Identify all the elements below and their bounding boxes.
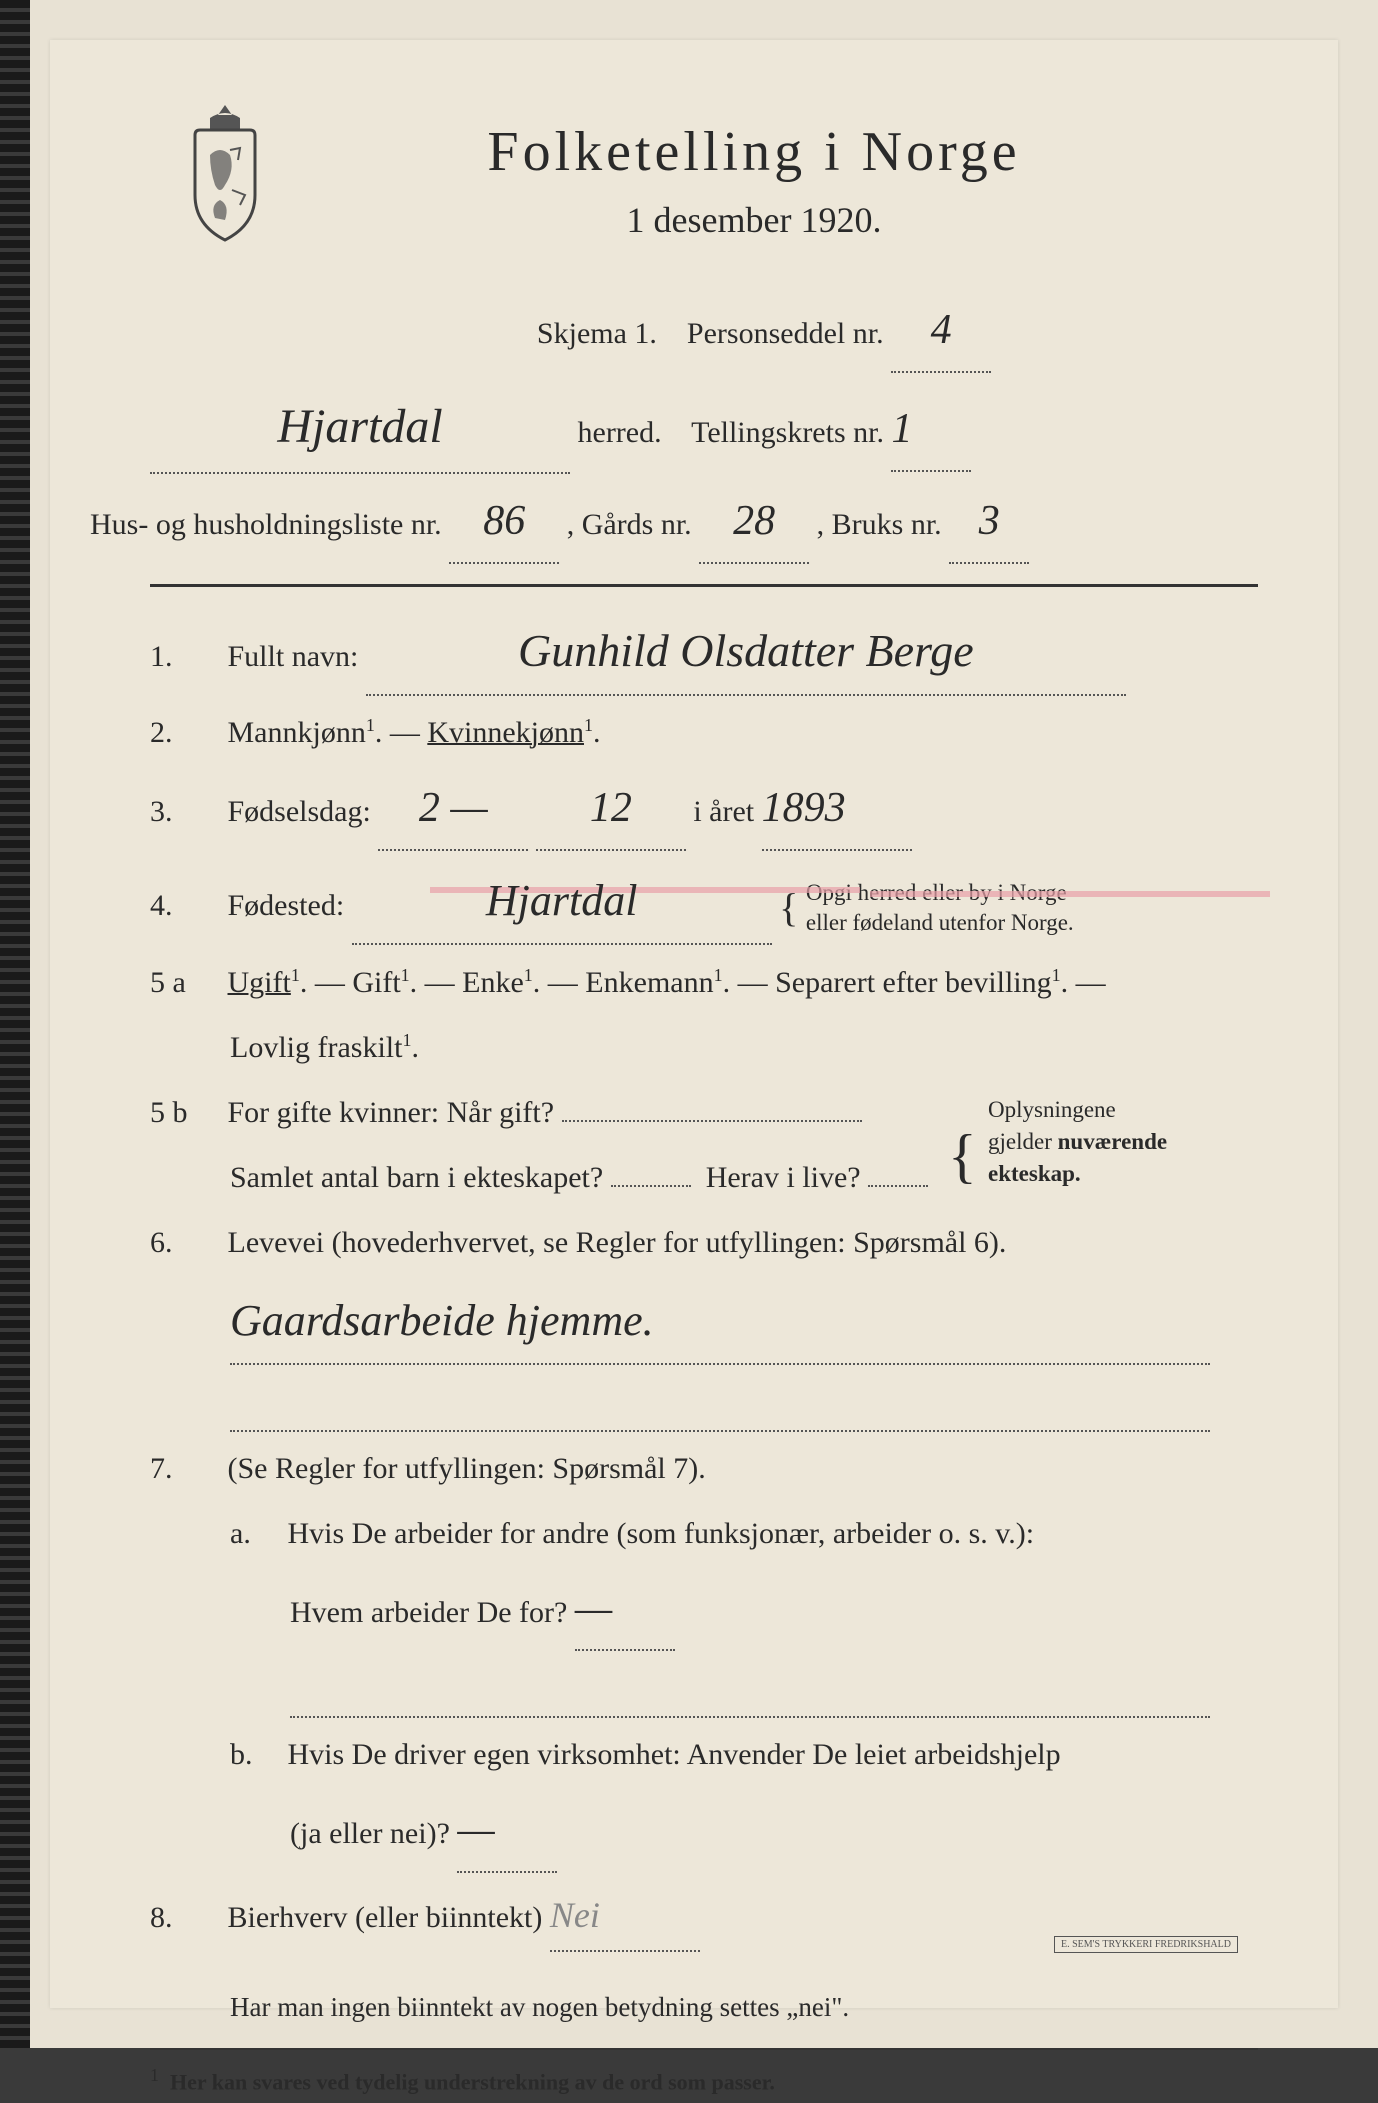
page-subtitle: 1 desember 1920. — [150, 199, 1258, 241]
document-page: Folketelling i Norge 1 desember 1920. Sk… — [0, 0, 1378, 2048]
meta-line-2: Hjartdal herred. Tellingskrets nr. 1 — [150, 381, 1258, 474]
header: Folketelling i Norge 1 desember 1920. — [150, 120, 1258, 241]
gards-label: , Gårds nr. — [567, 508, 692, 541]
bruks-nr: 3 — [979, 482, 1000, 562]
q3-year-label: i året — [693, 795, 754, 828]
q1-label: Fullt navn: — [228, 640, 359, 673]
q4-note2: eller fødeland utenfor Norge. — [806, 910, 1074, 935]
q5a-enkemann: Enkemann — [585, 966, 713, 999]
q1-row: 1. Fullt navn: Gunhild Olsdatter Berge — [150, 607, 1258, 696]
personseddel-nr: 4 — [931, 291, 952, 371]
skjema-label: Skjema 1. — [537, 317, 657, 350]
q5a-fraskilt: Lovlig fraskilt — [230, 1031, 402, 1064]
q4-value: Hjartdal — [486, 859, 638, 943]
q5b-row2: Samlet antal barn i ekteskapet? Herav i … — [150, 1149, 1258, 1206]
q7b-num: b. — [230, 1726, 280, 1783]
q6-num: 6. — [150, 1214, 220, 1271]
q6-value-row: Gaardsarbeide hjemme. — [150, 1279, 1258, 1365]
tellingskrets-label: Tellingskrets nr. — [691, 416, 884, 449]
q5b-row: 5 b For gifte kvinner: Når gift? { Oplys… — [150, 1084, 1258, 1141]
coat-of-arms-icon — [170, 100, 280, 250]
meta-line-3: Hus- og husholdningsliste nr. 86 , Gårds… — [90, 482, 1258, 564]
q7b-value: — — [457, 1791, 494, 1871]
q5a-num: 5 a — [150, 954, 220, 1011]
q6-blank-row — [150, 1373, 1258, 1432]
footnote-sup: 1 — [150, 2065, 159, 2085]
q5b-label3: Herav i live? — [706, 1161, 861, 1194]
pink-annotation-2 — [870, 891, 1270, 897]
q7a-num: a. — [230, 1505, 280, 1562]
q2-mann: Mannkjønn — [228, 716, 366, 749]
q2-kvinne: Kvinnekjønn — [427, 716, 584, 749]
q7-num: 7. — [150, 1440, 220, 1497]
q8-value: Nei — [550, 1895, 600, 1935]
q5a-separert: Separert efter bevilling — [775, 966, 1052, 999]
q5a-ugift: Ugift — [228, 966, 291, 999]
q5b-num: 5 b — [150, 1084, 220, 1141]
q1-value: Gunhild Olsdatter Berge — [518, 607, 974, 694]
herred-name: Hjartdal — [277, 381, 442, 472]
q2-num: 2. — [150, 704, 220, 761]
q2-row: 2. Mannkjønn1. — Kvinnekjønn1. — [150, 704, 1258, 761]
footnote: 1 Her kan svares ved tydelig understrekn… — [150, 2048, 1258, 2103]
hus-nr: 86 — [483, 482, 525, 562]
gards-nr: 28 — [733, 482, 775, 562]
q7a-label1: Hvis De arbeider for andre (som funksjon… — [288, 1517, 1035, 1550]
q7a-blank — [150, 1659, 1258, 1718]
q4-row: 4. Fødested: Hjartdal { Opgi herred elle… — [150, 859, 1258, 946]
q7-label: (Se Regler for utfyllingen: Spørsmål 7). — [228, 1452, 706, 1485]
q3-num: 3. — [150, 783, 220, 840]
q3-year: 1893 — [762, 769, 846, 849]
q3-row: 3. Fødselsdag: 2 — 12 i året 1893 — [150, 769, 1258, 851]
q7a-value: — — [575, 1570, 612, 1650]
q7a-row: a. Hvis De arbeider for andre (som funks… — [150, 1505, 1258, 1562]
q6-label: Levevei (hovederhvervet, se Regler for u… — [228, 1226, 1007, 1259]
form-sheet: Folketelling i Norge 1 desember 1920. Sk… — [50, 40, 1338, 2008]
q7b-row: b. Hvis De driver egen virksomhet: Anven… — [150, 1726, 1258, 1783]
printer-mark: E. SEM'S TRYKKERI FREDRIKSHALD — [1054, 1936, 1238, 1953]
q3-label: Fødselsdag: — [228, 795, 371, 828]
bottom-note: Har man ingen biinntekt av nogen betydni… — [150, 1982, 1258, 2033]
q5a-enke: Enke — [462, 966, 524, 999]
q7-row: 7. (Se Regler for utfyllingen: Spørsmål … — [150, 1440, 1258, 1497]
q8-label: Bierhverv (eller biinntekt) — [228, 1901, 543, 1934]
meta-line-1: Skjema 1. Personseddel nr. 4 — [150, 291, 1258, 373]
divider — [150, 584, 1258, 587]
q4-label: Fødested: — [228, 889, 345, 922]
q5b-note1: Oplysningene — [988, 1097, 1116, 1122]
q5a-row2: Lovlig fraskilt1. — [150, 1019, 1258, 1076]
q5a-row: 5 a Ugift1. — Gift1. — Enke1. — Enkemann… — [150, 954, 1258, 1011]
tellingskrets-nr: 1 — [891, 390, 912, 470]
q7a-row2: Hvem arbeider De for? — — [150, 1570, 1258, 1652]
personseddel-label: Personseddel nr. — [687, 317, 884, 350]
q3-month: 12 — [590, 769, 632, 849]
herred-label: herred. — [578, 416, 662, 449]
q4-num: 4. — [150, 877, 220, 934]
q6-value: Gaardsarbeide hjemme. — [230, 1279, 654, 1363]
q3-day: 2 — — [419, 769, 488, 849]
form-body: Skjema 1. Personseddel nr. 4 Hjartdal he… — [150, 291, 1258, 2103]
q6-row: 6. Levevei (hovederhvervet, se Regler fo… — [150, 1214, 1258, 1271]
page-title: Folketelling i Norge — [150, 120, 1258, 184]
footnote-text: Her kan svares ved tydelig understreknin… — [170, 2069, 775, 2094]
q7b-label2: (ja eller nei)? — [290, 1817, 450, 1850]
q1-num: 1. — [150, 628, 220, 685]
bruks-label: , Bruks nr. — [817, 508, 942, 541]
q8-num: 8. — [150, 1889, 220, 1946]
q7a-label2: Hvem arbeider De for? — [290, 1596, 567, 1629]
hus-label: Hus- og husholdningsliste nr. — [90, 508, 442, 541]
q7b-label1: Hvis De driver egen virksomhet: Anvender… — [288, 1738, 1061, 1771]
q7b-row2: (ja eller nei)? — — [150, 1791, 1258, 1873]
q5b-label2: Samlet antal barn i ekteskapet? — [230, 1161, 603, 1194]
q5a-gift: Gift — [352, 966, 400, 999]
q5b-label1: For gifte kvinner: Når gift? — [228, 1096, 555, 1129]
